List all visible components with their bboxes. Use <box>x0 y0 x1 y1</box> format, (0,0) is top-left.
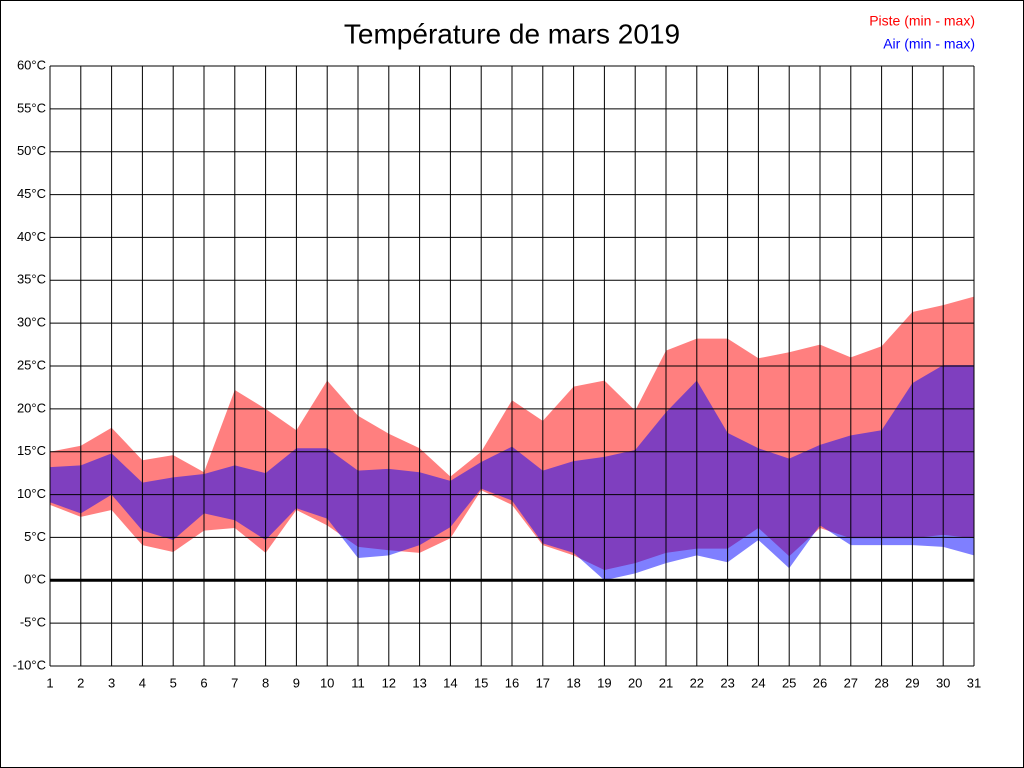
y-tick-label: 5°C <box>24 529 46 544</box>
x-tick-label: 6 <box>200 675 207 690</box>
y-tick-label: 15°C <box>17 443 46 458</box>
x-tick-label: 11 <box>351 675 365 690</box>
y-tick-label: 10°C <box>17 486 46 501</box>
y-tick-label: 35°C <box>17 272 46 287</box>
x-tick-label: 13 <box>412 675 426 690</box>
y-tick-label: 60°C <box>17 57 46 72</box>
x-tick-label: 30 <box>936 675 950 690</box>
x-tick-label: 21 <box>659 675 673 690</box>
y-tick-label: 25°C <box>17 357 46 372</box>
x-tick-label: 31 <box>967 675 981 690</box>
x-tick-label: 3 <box>108 675 115 690</box>
x-tick-label: 15 <box>474 675 488 690</box>
x-tick-label: 7 <box>231 675 238 690</box>
x-tick-label: 26 <box>813 675 827 690</box>
legend-entry: Air (min - max) <box>883 36 975 52</box>
y-tick-label: 40°C <box>17 229 46 244</box>
x-tick-label: 12 <box>382 675 396 690</box>
x-tick-label: 14 <box>443 675 457 690</box>
x-tick-label: 25 <box>782 675 796 690</box>
x-tick-label: 1 <box>46 675 53 690</box>
x-tick-label: 24 <box>751 675 765 690</box>
x-tick-label: 23 <box>720 675 734 690</box>
y-tick-label: 30°C <box>17 315 46 330</box>
x-tick-label: 9 <box>293 675 300 690</box>
x-tick-label: 2 <box>77 675 84 690</box>
chart-title: Température de mars 2019 <box>344 18 680 49</box>
y-tick-label: 20°C <box>17 400 46 415</box>
legend-entry: Piste (min - max) <box>869 13 975 29</box>
x-tick-label: 17 <box>536 675 550 690</box>
y-tick-label: -5°C <box>20 615 46 630</box>
x-tick-label: 4 <box>139 675 146 690</box>
y-tick-label: 0°C <box>24 572 46 587</box>
x-tick-label: 18 <box>566 675 580 690</box>
x-tick-label: 16 <box>505 675 519 690</box>
x-tick-label: 22 <box>690 675 704 690</box>
x-tick-label: 20 <box>628 675 642 690</box>
x-tick-label: 29 <box>905 675 919 690</box>
y-tick-label: 45°C <box>17 186 46 201</box>
y-tick-label: -10°C <box>13 657 46 672</box>
x-tick-label: 10 <box>320 675 334 690</box>
y-tick-label: 55°C <box>17 100 46 115</box>
x-tick-label: 5 <box>170 675 177 690</box>
y-tick-label: 50°C <box>17 143 46 158</box>
x-tick-label: 28 <box>874 675 888 690</box>
x-tick-label: 19 <box>597 675 611 690</box>
x-tick-label: 27 <box>844 675 858 690</box>
x-tick-label: 8 <box>262 675 269 690</box>
